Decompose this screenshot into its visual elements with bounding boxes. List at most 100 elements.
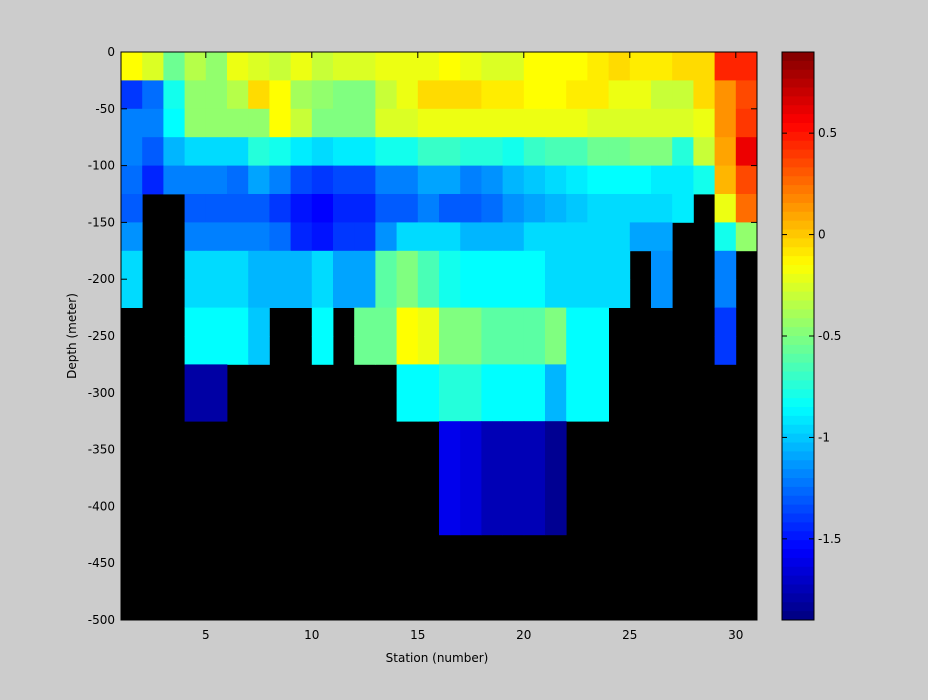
heatmap-cell xyxy=(227,307,249,337)
colorbar-band xyxy=(782,149,814,159)
heatmap-cell xyxy=(227,279,249,308)
heatmap-cell xyxy=(523,279,546,308)
heatmap-cell xyxy=(227,336,249,365)
heatmap-cell xyxy=(566,279,588,308)
heatmap-cell xyxy=(735,80,758,110)
heatmap-cell xyxy=(608,250,631,280)
x-axis-label: Station (number) xyxy=(386,651,489,665)
heatmap-cell xyxy=(587,108,609,138)
y-tick-label: -400 xyxy=(88,499,115,513)
colorbar-band xyxy=(782,371,814,381)
colorbar-tick-label: 0 xyxy=(818,228,826,242)
heatmap-cell xyxy=(735,108,758,138)
heatmap-cell xyxy=(587,80,609,110)
heatmap-cell xyxy=(375,250,397,280)
heatmap-cell xyxy=(481,392,503,422)
y-tick-label: -450 xyxy=(88,556,115,570)
heatmap-cell xyxy=(184,108,207,138)
heatmap-cell xyxy=(714,108,737,138)
x-axis-ticks: 5 10 15 20 25 30 xyxy=(202,52,743,642)
colorbar-band xyxy=(782,176,814,186)
heatmap-cell xyxy=(608,52,631,81)
heatmap-cell xyxy=(523,449,546,479)
heatmap-cell xyxy=(439,449,461,479)
heatmap-cell xyxy=(523,336,546,365)
heatmap-cell xyxy=(290,165,313,195)
heatmap-cell xyxy=(396,307,419,337)
y-tick-label: -250 xyxy=(88,329,115,343)
heatmap-cell xyxy=(248,279,270,308)
heatmap-cell xyxy=(354,307,376,337)
heatmap-cell xyxy=(502,108,525,138)
heatmap-cell xyxy=(460,364,482,394)
colorbar-tick-label: -0.5 xyxy=(818,329,841,343)
heatmap-cell xyxy=(545,506,567,536)
heatmap-cell xyxy=(248,194,270,223)
heatmap-cell xyxy=(523,194,546,223)
colorbar-band xyxy=(782,238,814,248)
heatmap-cell xyxy=(121,137,143,166)
heatmap-cell xyxy=(311,194,334,223)
heatmap-cell xyxy=(460,449,482,479)
heatmap-cell xyxy=(184,52,207,81)
heatmap-cell xyxy=(693,108,715,138)
heatmap-cell xyxy=(523,506,546,536)
heatmap-cell xyxy=(375,336,397,365)
heatmap-cell xyxy=(651,137,673,166)
heatmap-cell xyxy=(608,137,631,166)
heatmap-cell xyxy=(608,165,631,195)
heatmap-cell xyxy=(481,421,503,450)
colorbar-band xyxy=(782,105,814,115)
heatmap-cell xyxy=(481,279,503,308)
heatmap-cell xyxy=(481,222,503,252)
colorbar-band xyxy=(782,247,814,257)
heatmap-cell xyxy=(375,194,397,223)
heatmap-cell xyxy=(417,108,440,138)
heatmap-cell xyxy=(354,279,376,308)
heatmap-cell xyxy=(651,52,673,81)
colorbar-band xyxy=(782,504,814,514)
heatmap-cell xyxy=(566,52,588,81)
heatmap-cell xyxy=(396,165,419,195)
colorbar-band xyxy=(782,60,814,71)
heatmap-cell xyxy=(523,52,546,81)
heatmap-cell xyxy=(269,194,291,223)
colorbar-band xyxy=(782,557,814,568)
heatmap-cell xyxy=(375,279,397,308)
heatmap-cell xyxy=(417,250,440,280)
heatmap-cell xyxy=(566,336,588,365)
heatmap-cell xyxy=(248,250,270,280)
heatmap-cell xyxy=(502,222,525,252)
heatmap-cell xyxy=(460,165,482,195)
y-axis-label: Depth (meter) xyxy=(65,293,79,379)
heatmap-cell xyxy=(269,222,291,252)
heatmap-cell xyxy=(481,108,503,138)
colorbar-band xyxy=(782,540,814,550)
heatmap-cell xyxy=(290,222,313,252)
heatmap-cell xyxy=(545,421,567,450)
heatmap-cell xyxy=(439,250,461,280)
colorbar-band xyxy=(782,433,814,443)
heatmap-cell xyxy=(269,52,291,81)
colorbar-band xyxy=(782,344,814,355)
colorbar-band xyxy=(782,380,814,390)
heatmap-cell xyxy=(439,52,461,81)
colorbar-band xyxy=(782,353,814,364)
heatmap-cell xyxy=(693,165,715,195)
heatmap-cell xyxy=(248,108,270,138)
heatmap-cell xyxy=(333,194,355,223)
y-tick-label: -100 xyxy=(88,159,115,173)
heatmap-cell xyxy=(545,449,567,479)
heatmap-cell xyxy=(545,80,567,110)
heatmap-cell xyxy=(502,52,525,81)
heatmap-cell xyxy=(396,279,419,308)
colorbar-band xyxy=(782,229,814,239)
colorbar-band xyxy=(782,273,814,284)
y-axis-ticks: 0 -50 -100 -150 -200 -250 -300 -350 -400 -450 -500 xyxy=(88,45,757,627)
colorbar-band xyxy=(782,167,814,177)
colorbar-band xyxy=(782,291,814,301)
colorbar-band xyxy=(782,69,814,80)
heatmap-cell xyxy=(375,222,397,252)
heatmap-cell xyxy=(269,108,291,138)
heatmap-cell xyxy=(417,364,440,394)
